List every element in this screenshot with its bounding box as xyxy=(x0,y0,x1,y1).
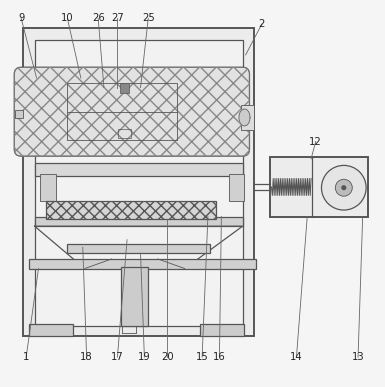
Bar xyxy=(241,105,254,130)
Text: 2: 2 xyxy=(259,19,265,29)
Text: 13: 13 xyxy=(352,352,364,362)
Bar xyxy=(35,39,243,326)
Text: 20: 20 xyxy=(161,352,174,362)
Bar xyxy=(29,324,73,336)
Circle shape xyxy=(321,165,366,210)
Text: 1: 1 xyxy=(23,352,29,362)
Text: 26: 26 xyxy=(92,13,105,23)
Bar xyxy=(35,217,243,226)
Text: 16: 16 xyxy=(213,352,226,362)
Text: 15: 15 xyxy=(196,352,209,362)
Bar xyxy=(200,324,244,336)
Bar xyxy=(117,129,131,139)
Text: 12: 12 xyxy=(309,137,322,147)
Text: 9: 9 xyxy=(18,13,24,23)
Text: 17: 17 xyxy=(111,352,124,362)
Bar xyxy=(229,174,244,201)
Bar xyxy=(29,259,256,269)
Bar xyxy=(46,201,216,219)
Bar xyxy=(23,28,254,336)
FancyBboxPatch shape xyxy=(14,67,249,156)
Polygon shape xyxy=(239,109,250,126)
Text: 14: 14 xyxy=(290,352,303,362)
Bar xyxy=(120,83,129,93)
Text: 10: 10 xyxy=(61,13,74,23)
Text: 19: 19 xyxy=(138,352,151,362)
Bar xyxy=(67,243,210,253)
Bar xyxy=(121,267,148,326)
Bar xyxy=(67,83,177,140)
Bar xyxy=(35,163,243,176)
Circle shape xyxy=(335,179,352,196)
Text: 27: 27 xyxy=(111,13,124,23)
Bar xyxy=(15,110,23,118)
Text: 18: 18 xyxy=(80,352,93,362)
Bar xyxy=(270,157,368,217)
Circle shape xyxy=(341,185,346,190)
Text: 25: 25 xyxy=(142,13,155,23)
Bar xyxy=(40,174,56,201)
